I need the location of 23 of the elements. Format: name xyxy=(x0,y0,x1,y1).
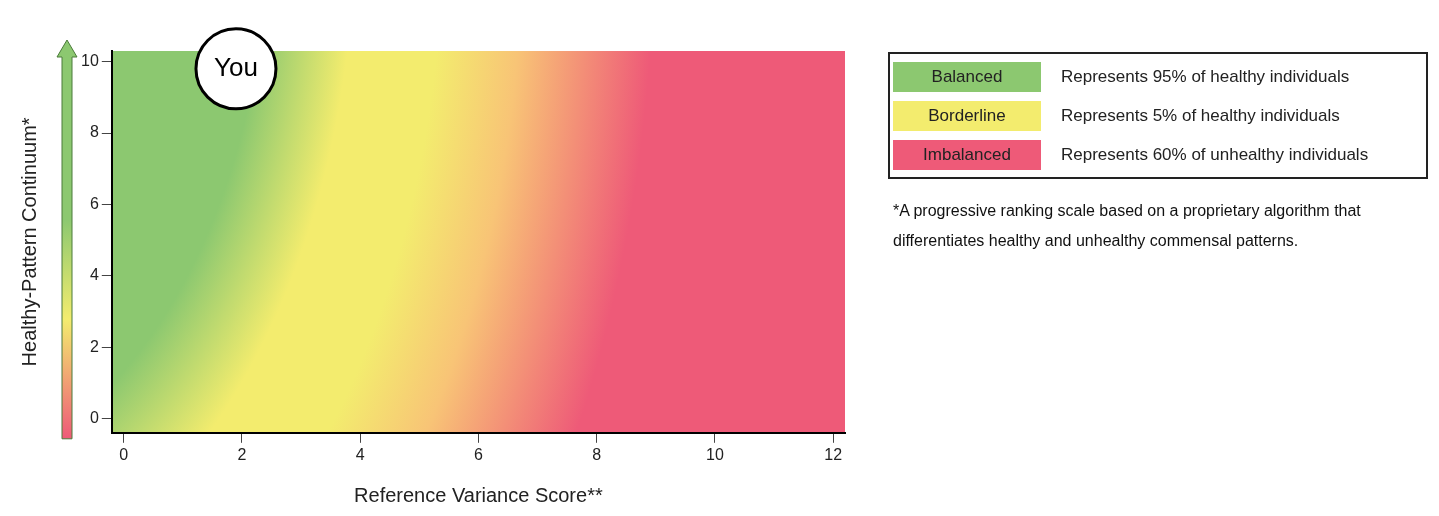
x-tick-label: 0 xyxy=(119,445,129,463)
annotation: You xyxy=(214,52,258,83)
x-axis-title: Reference Variance Score** xyxy=(354,483,603,506)
x-tick-label: 12 xyxy=(824,445,843,463)
text: Represents 95% of healthy individuals xyxy=(1061,66,1350,87)
text: *A progressive ranking scale based on a proprietary algorithm that differentiates healthy and unhealthy commensal patterns. xyxy=(893,201,1362,251)
x-tick-label: 10 xyxy=(706,445,724,463)
text: Represents 5% of healthy individuals xyxy=(1061,105,1340,126)
y-tick-label: 2 xyxy=(89,337,99,355)
x-tick-label: 6 xyxy=(473,445,483,463)
y-tick-label: 6 xyxy=(89,194,99,212)
y-tick-label: 10 xyxy=(81,52,99,70)
text: Balanced xyxy=(893,61,1041,92)
text: Represents 60% of unhealthy individuals xyxy=(1061,144,1369,165)
y-tick-label: 4 xyxy=(89,266,99,284)
y-tick-label: 8 xyxy=(89,123,99,141)
x-tick-label: 8 xyxy=(592,445,602,463)
y-axis-title: Healthy-Pattern Continuum* xyxy=(17,117,40,367)
y-tick-label: 0 xyxy=(89,408,99,426)
text: Borderline xyxy=(893,100,1041,131)
text: Imbalanced xyxy=(893,139,1041,170)
x-tick-label: 2 xyxy=(237,445,247,463)
x-tick-label: 4 xyxy=(355,445,365,463)
